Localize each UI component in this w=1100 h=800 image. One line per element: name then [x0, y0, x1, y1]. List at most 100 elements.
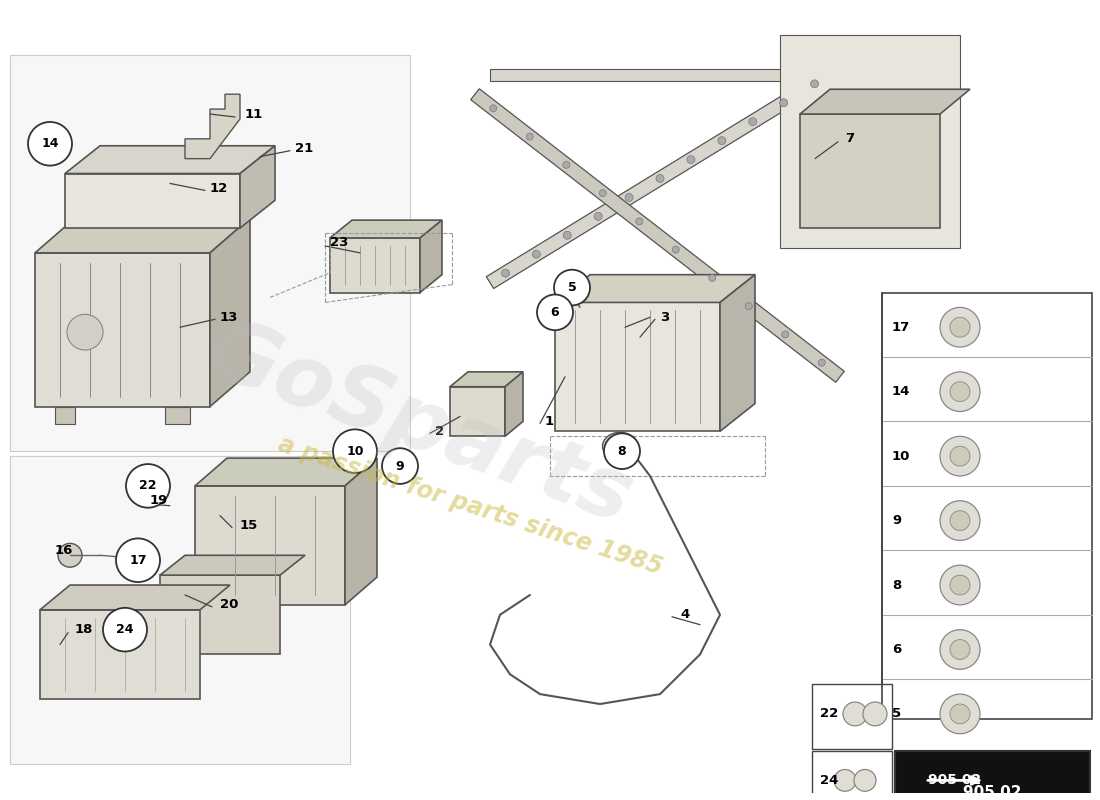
Text: 18: 18 — [75, 623, 94, 636]
Polygon shape — [165, 406, 190, 424]
Polygon shape — [450, 372, 522, 386]
Text: 5: 5 — [568, 281, 576, 294]
Circle shape — [708, 274, 716, 282]
Polygon shape — [486, 69, 834, 289]
Text: 20: 20 — [220, 598, 239, 611]
Circle shape — [67, 314, 103, 350]
Circle shape — [834, 770, 856, 791]
Polygon shape — [240, 146, 275, 228]
Circle shape — [116, 538, 160, 582]
Text: 5: 5 — [892, 707, 901, 721]
Text: 2: 2 — [434, 425, 444, 438]
Polygon shape — [330, 220, 442, 238]
Text: 9: 9 — [396, 459, 405, 473]
Text: 23: 23 — [330, 237, 349, 250]
Polygon shape — [810, 54, 840, 94]
Text: 21: 21 — [295, 142, 313, 155]
Circle shape — [554, 270, 590, 306]
Polygon shape — [556, 274, 755, 302]
Circle shape — [940, 501, 980, 541]
Polygon shape — [330, 238, 420, 293]
Polygon shape — [556, 302, 720, 431]
Text: 24: 24 — [820, 774, 838, 787]
Polygon shape — [40, 610, 200, 699]
Text: 15: 15 — [240, 519, 258, 532]
Bar — [812, 750, 892, 800]
Polygon shape — [210, 218, 250, 406]
Circle shape — [594, 212, 602, 220]
Text: 9: 9 — [892, 514, 901, 527]
Circle shape — [940, 566, 980, 605]
Text: a passion for parts since 1985: a passion for parts since 1985 — [275, 432, 666, 579]
Polygon shape — [450, 386, 505, 436]
Polygon shape — [195, 458, 377, 486]
Polygon shape — [800, 90, 970, 114]
Circle shape — [950, 510, 970, 530]
Polygon shape — [505, 372, 522, 436]
Circle shape — [28, 122, 72, 166]
Circle shape — [672, 246, 680, 253]
Circle shape — [818, 359, 825, 366]
Text: 11: 11 — [245, 107, 263, 121]
Text: 16: 16 — [55, 544, 74, 557]
Text: 3: 3 — [660, 311, 669, 324]
Polygon shape — [800, 114, 940, 228]
Text: 905 02: 905 02 — [928, 774, 981, 787]
Polygon shape — [780, 34, 960, 248]
Polygon shape — [720, 274, 755, 431]
Circle shape — [811, 80, 818, 88]
Text: 4: 4 — [680, 608, 690, 622]
Polygon shape — [195, 486, 345, 605]
Circle shape — [843, 702, 867, 726]
Text: 10: 10 — [346, 445, 364, 458]
Polygon shape — [35, 253, 210, 406]
Text: 1: 1 — [544, 415, 554, 428]
Text: 6: 6 — [551, 306, 559, 319]
Bar — [895, 750, 1090, 800]
Circle shape — [382, 448, 418, 484]
Text: 17: 17 — [892, 321, 911, 334]
Text: 10: 10 — [892, 450, 911, 462]
Circle shape — [864, 702, 887, 726]
Circle shape — [604, 434, 640, 469]
Circle shape — [746, 302, 752, 310]
Text: 8: 8 — [892, 578, 901, 591]
Circle shape — [103, 608, 147, 651]
Circle shape — [854, 770, 876, 791]
Circle shape — [126, 464, 170, 508]
Circle shape — [58, 543, 82, 567]
Text: 905 02: 905 02 — [962, 785, 1021, 800]
Text: 13: 13 — [220, 311, 239, 324]
Circle shape — [333, 430, 377, 473]
Circle shape — [600, 190, 606, 197]
Polygon shape — [40, 585, 230, 610]
Circle shape — [940, 630, 980, 670]
Circle shape — [502, 269, 509, 277]
Circle shape — [950, 382, 970, 402]
Circle shape — [686, 155, 695, 163]
Circle shape — [526, 133, 534, 140]
Circle shape — [950, 575, 970, 595]
Circle shape — [940, 694, 980, 734]
Circle shape — [718, 137, 726, 145]
Polygon shape — [65, 174, 240, 228]
Circle shape — [950, 639, 970, 659]
Circle shape — [563, 231, 571, 239]
Text: 19: 19 — [150, 494, 168, 507]
Circle shape — [532, 250, 540, 258]
Circle shape — [950, 318, 970, 337]
Bar — [10, 456, 350, 763]
Text: 12: 12 — [210, 182, 229, 195]
Circle shape — [950, 704, 970, 724]
Circle shape — [780, 98, 788, 106]
Text: 22: 22 — [820, 707, 838, 721]
Text: 8: 8 — [618, 445, 626, 458]
Circle shape — [749, 118, 757, 126]
Circle shape — [490, 105, 497, 112]
Circle shape — [940, 307, 980, 347]
Circle shape — [625, 194, 634, 202]
Text: 17: 17 — [130, 554, 146, 566]
Bar — [812, 684, 892, 749]
Text: 6: 6 — [892, 643, 901, 656]
Text: 7: 7 — [845, 132, 854, 146]
